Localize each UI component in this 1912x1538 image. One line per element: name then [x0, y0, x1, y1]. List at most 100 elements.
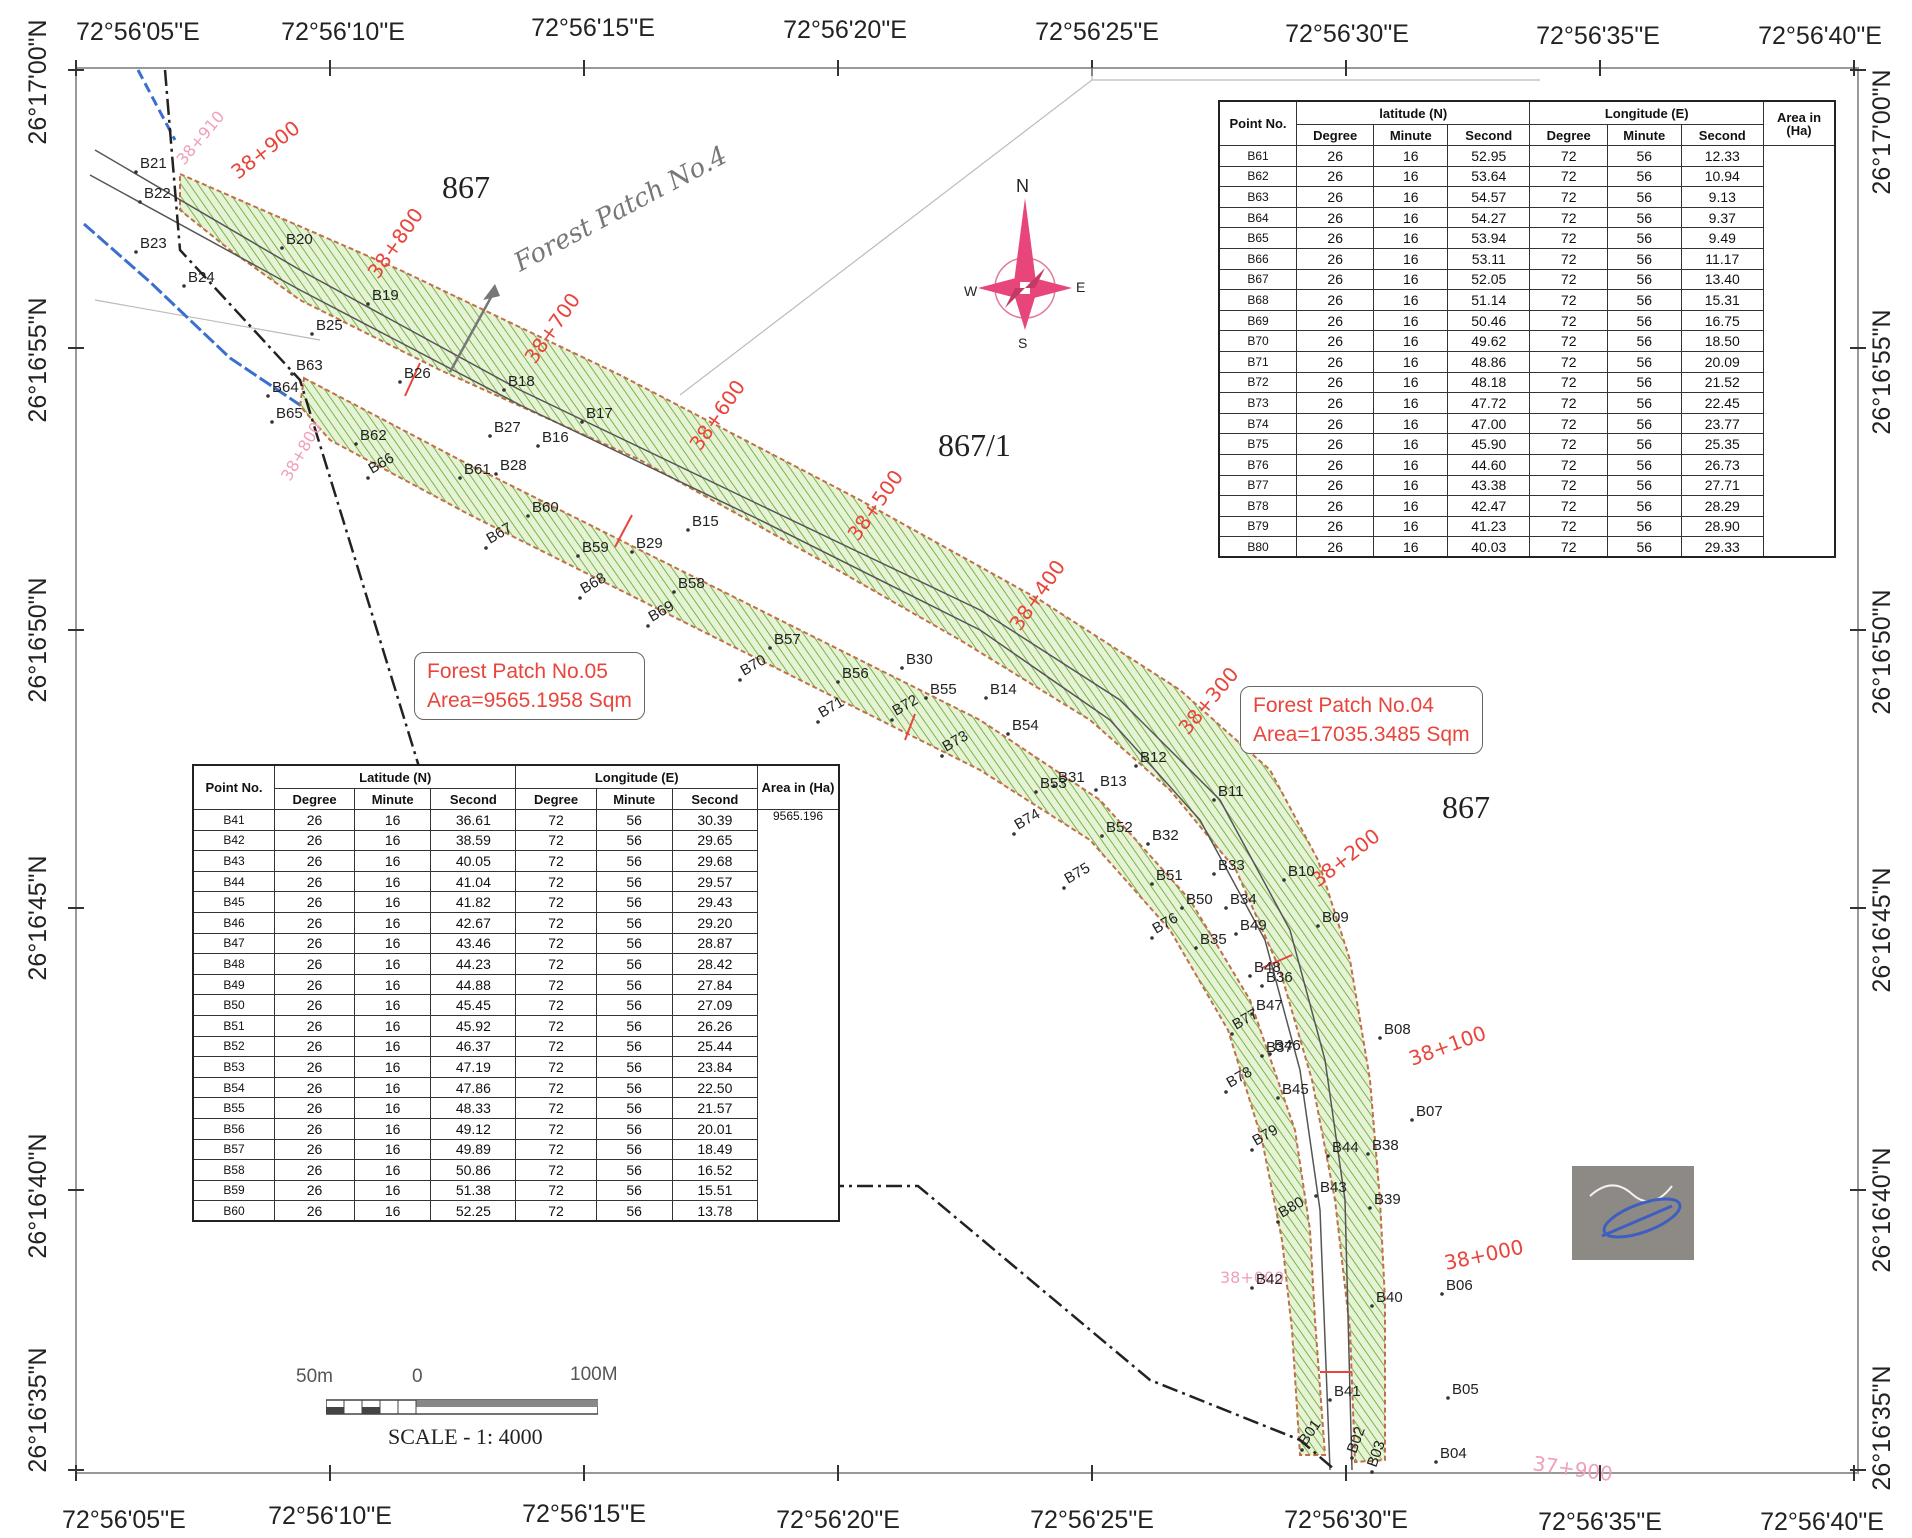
point-marker	[398, 380, 402, 384]
point-marker	[488, 434, 492, 438]
point-label: B35	[1200, 931, 1227, 948]
note-arrow-head	[483, 284, 500, 300]
lat-sec: 36.61	[430, 809, 517, 831]
table-row: B43 26 16 40.05 72 56 29.68	[192, 850, 839, 872]
lat-min: 16	[354, 1056, 432, 1078]
point-marker	[280, 246, 284, 250]
lat-label-left: 26°17'00"N	[24, 19, 52, 144]
point-id: B77	[1218, 474, 1297, 497]
lon-sec: 12.33	[1680, 145, 1765, 167]
lat-label-left: 26°16'45"N	[24, 855, 52, 980]
point-id: B73	[1218, 392, 1297, 414]
point-marker	[1250, 1148, 1254, 1152]
lat-sec: 50.86	[430, 1159, 517, 1181]
lon-deg: 72	[515, 1097, 597, 1119]
lon-label-top: 72°56'25"E	[1035, 18, 1159, 46]
lon-min: 56	[595, 994, 673, 1016]
lon-min: 56	[595, 973, 673, 996]
table-row: B71 26 16 48.86 72 56 20.09	[1218, 350, 1835, 373]
lat-min: 16	[1373, 247, 1449, 270]
lat-deg: 26	[1295, 474, 1375, 497]
point-id: B41	[192, 809, 275, 831]
point-label: B45	[1282, 1081, 1309, 1098]
table-row: B74 26 16 47.00 72 56 23.77	[1218, 412, 1835, 435]
lon-min: 56	[595, 1014, 673, 1037]
table-row: B68 26 16 51.14 72 56 15.31	[1218, 289, 1835, 311]
parcel-label: 867	[442, 169, 490, 205]
lon-sec: 23.77	[1680, 412, 1765, 435]
lon-sec: 22.50	[671, 1076, 759, 1099]
table-row: B67 26 16 52.05 72 56 13.40	[1218, 268, 1835, 291]
th-deg: Degree	[1529, 124, 1608, 146]
table-row: B42 26 16 38.59 72 56 29.65	[192, 829, 839, 852]
point-id: B76	[1218, 453, 1297, 476]
lon-sec: 28.29	[1680, 495, 1765, 517]
lat-deg: 26	[273, 1138, 356, 1161]
lat-sec: 53.94	[1447, 227, 1531, 249]
lon-label-top: 72°56'15"E	[531, 14, 655, 42]
point-id: B70	[1218, 330, 1297, 352]
lat-deg: 26	[273, 809, 356, 831]
point-marker	[354, 442, 358, 446]
lon-deg: 72	[1529, 145, 1608, 167]
table-row: B69 26 16 50.46 72 56 16.75	[1218, 309, 1835, 332]
th-deg: Degree	[515, 788, 597, 810]
th-min: Minute	[354, 788, 432, 810]
point-marker	[266, 394, 270, 398]
point-label: B32	[1152, 827, 1179, 844]
point-label: B51	[1156, 867, 1183, 884]
lon-sec: 29.57	[671, 870, 759, 893]
lon-sec: 18.50	[1680, 330, 1765, 352]
point-marker	[1446, 1396, 1450, 1400]
lon-min: 56	[1606, 474, 1682, 497]
lat-sec: 48.33	[430, 1097, 517, 1119]
point-id: B48	[192, 953, 275, 975]
lat-deg: 26	[1295, 227, 1375, 249]
table-row: B49 26 16 44.88 72 56 27.84	[192, 973, 839, 996]
point-marker	[458, 476, 462, 480]
point-label: B43	[1320, 1179, 1347, 1196]
point-marker	[1350, 1456, 1354, 1460]
point-marker	[924, 696, 928, 700]
table-row: B59 26 16 51.38 72 56 15.51	[192, 1179, 839, 1202]
lon-label-top: 72°56'40"E	[1758, 22, 1882, 50]
lon-sec: 21.52	[1680, 371, 1765, 394]
lat-deg: 26	[273, 1200, 356, 1222]
lat-min: 16	[1373, 474, 1449, 497]
lon-min: 56	[595, 809, 673, 831]
lon-deg: 72	[1529, 392, 1608, 414]
lon-sec: 25.35	[1680, 433, 1765, 455]
point-marker	[366, 476, 370, 480]
lon-sec: 23.84	[671, 1056, 759, 1078]
scale-50m: 50m	[296, 1366, 333, 1387]
lon-sec: 29.65	[671, 829, 759, 852]
point-marker	[134, 170, 138, 174]
point-label: B30	[906, 651, 933, 668]
point-marker	[1370, 1304, 1374, 1308]
point-marker	[1012, 832, 1016, 836]
patch04-title: Forest Patch No.04	[1253, 694, 1434, 717]
point-id: B43	[192, 850, 275, 872]
point-label: B26	[404, 365, 431, 382]
point-id: B72	[1218, 371, 1297, 394]
th-sec: Second	[1680, 124, 1765, 146]
lon-min: 56	[1606, 495, 1682, 517]
point-label: B48	[1254, 959, 1281, 976]
lon-deg: 72	[515, 911, 597, 934]
lat-min: 16	[354, 891, 432, 913]
lat-sec: 51.14	[1447, 289, 1531, 311]
point-id: B75	[1218, 433, 1297, 455]
lat-deg: 26	[1295, 371, 1375, 394]
point-marker	[1276, 1096, 1280, 1100]
lat-sec: 54.27	[1447, 206, 1531, 229]
lat-sec: 51.38	[430, 1179, 517, 1202]
point-label: B10	[1288, 863, 1315, 880]
point-label: B60	[532, 499, 559, 516]
lon-deg: 72	[1529, 495, 1608, 517]
lat-min: 16	[354, 1035, 432, 1058]
lon-deg: 72	[1529, 165, 1608, 188]
point-label: B12	[1140, 749, 1167, 766]
lon-deg: 72	[515, 1056, 597, 1078]
lat-label-right: 26°16'50"N	[1868, 589, 1896, 714]
lon-sec: 29.68	[671, 850, 759, 872]
